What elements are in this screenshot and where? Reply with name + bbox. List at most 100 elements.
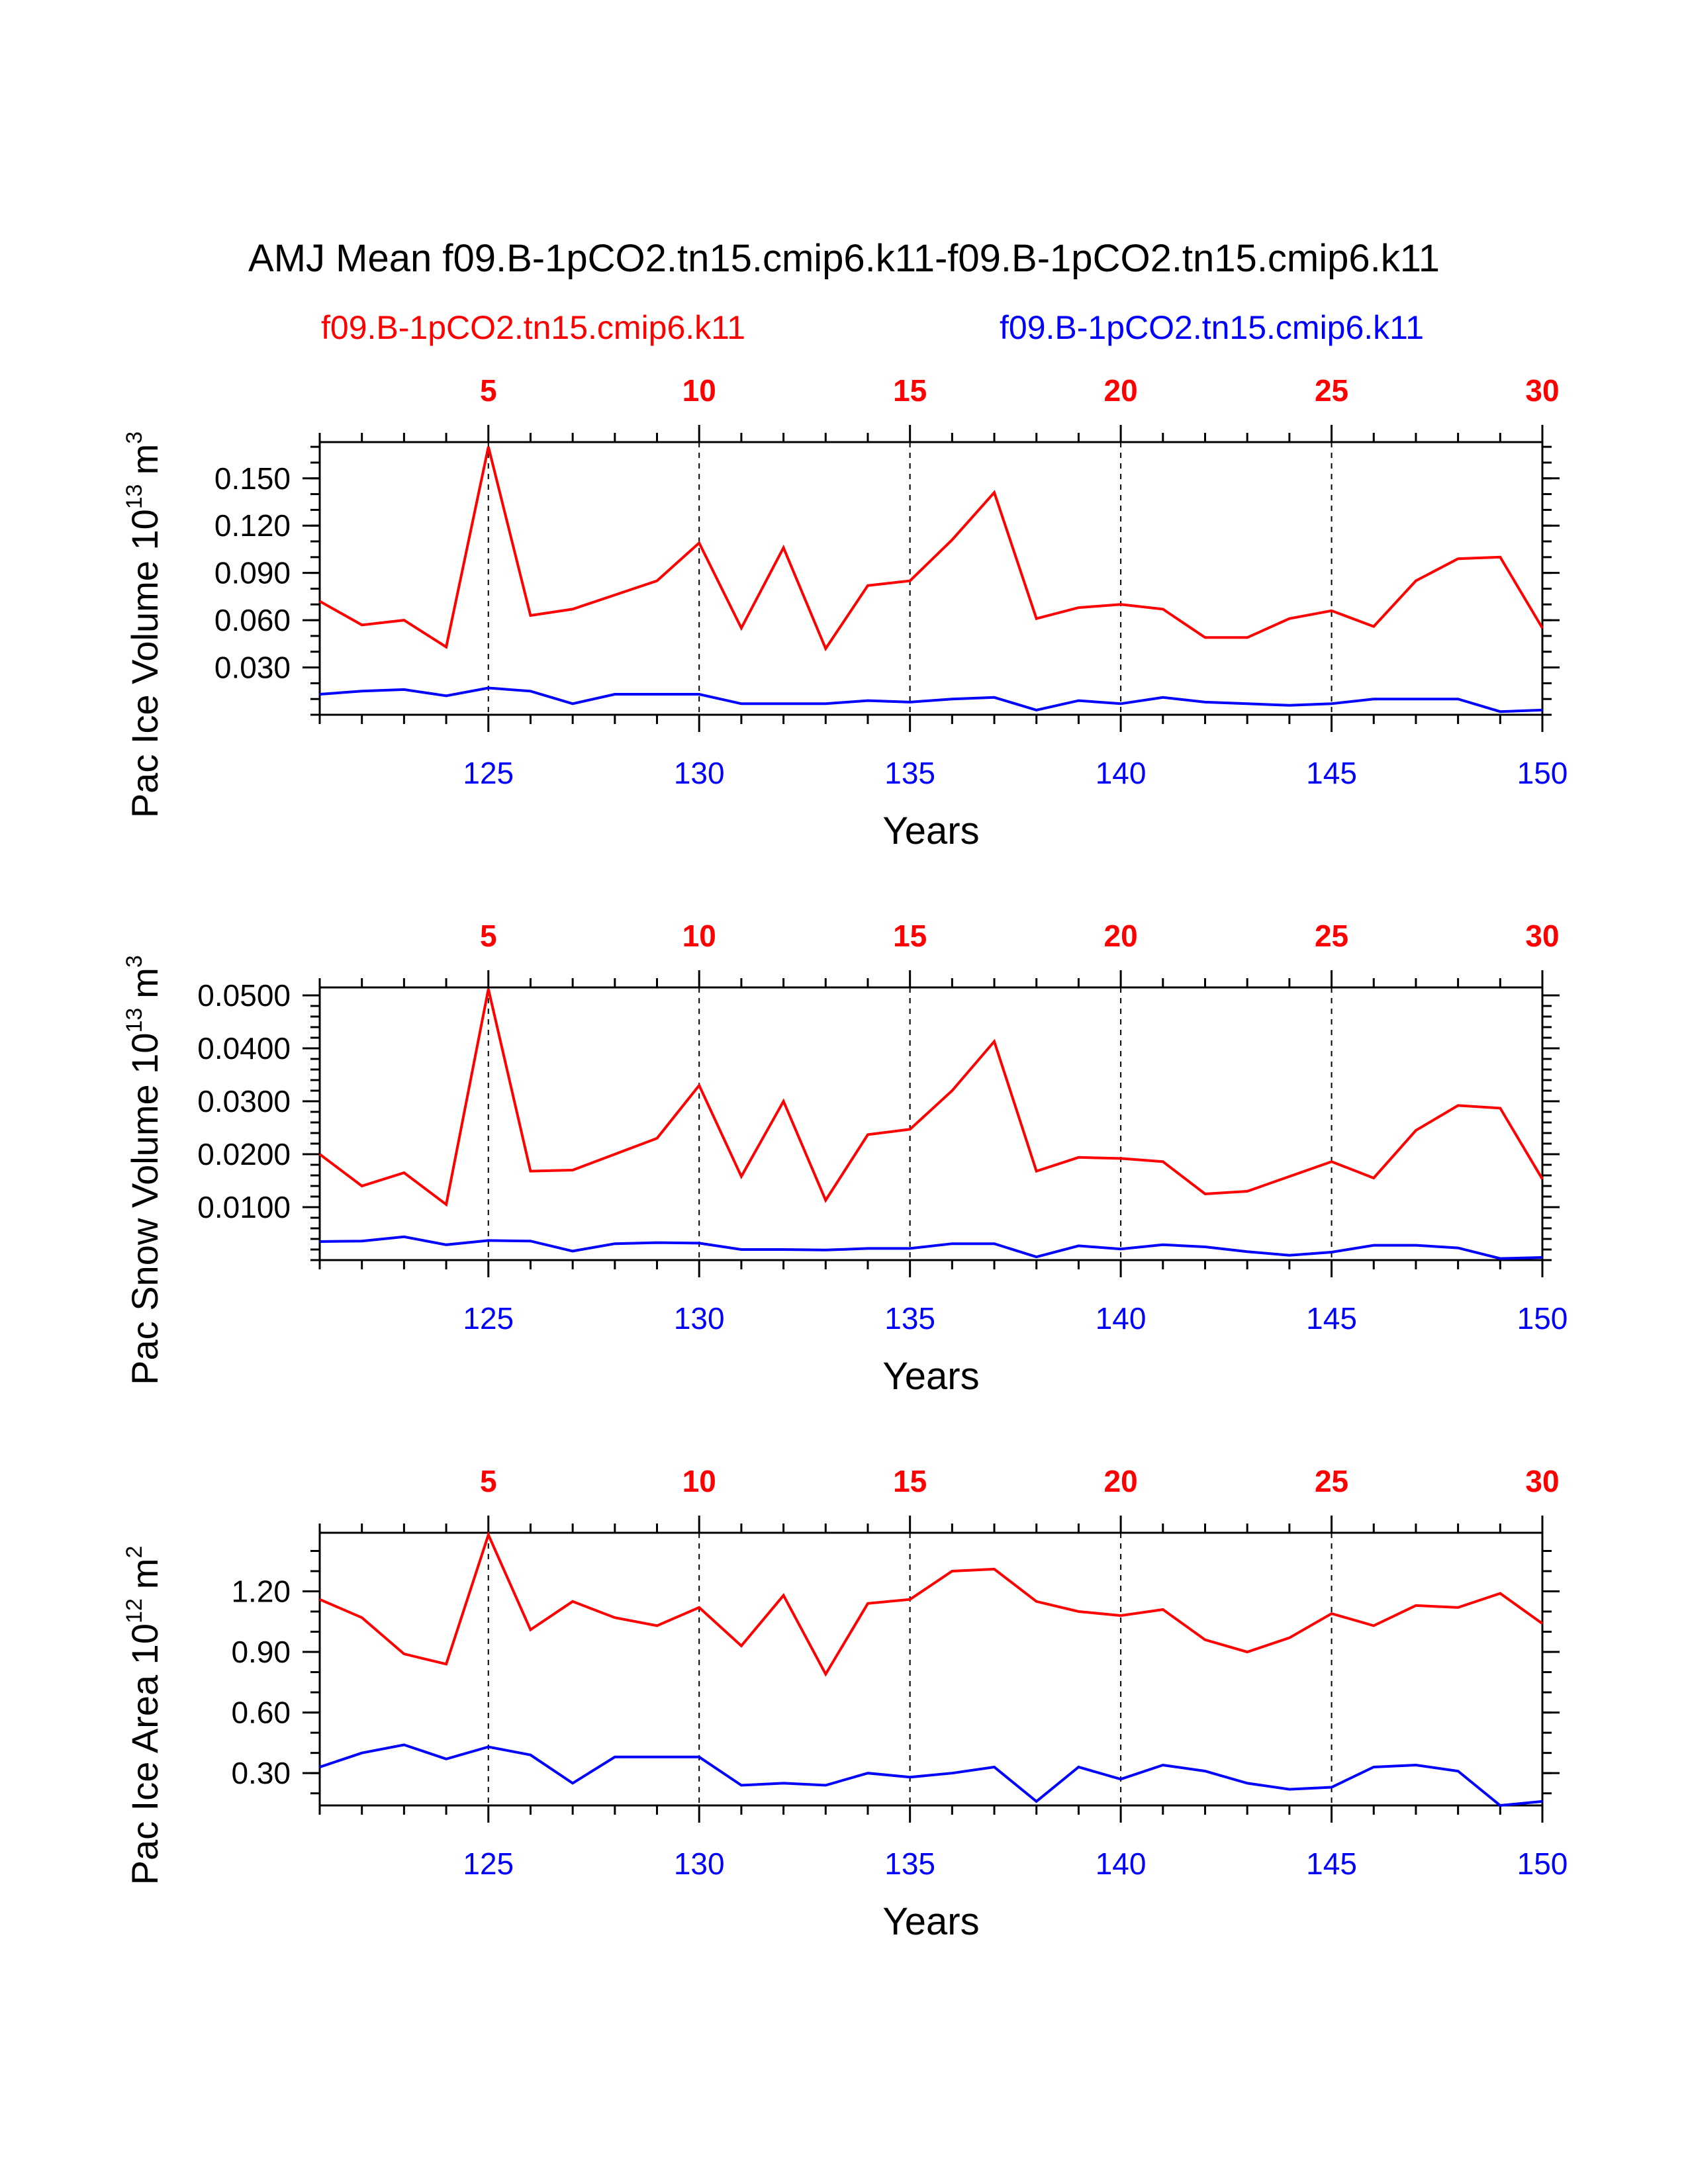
chart-2-xtick-label-top: 15 [893,919,927,953]
chart-3-series-1-point [402,1652,406,1656]
chart-1-series-2-point [1203,700,1207,704]
chart-1-series-2-point [908,700,912,704]
chart-3-xtick-label-top: 5 [480,1464,497,1498]
chart-3-ylabel: Pac Ice Area 1012 m2 [122,1546,165,1886]
chart-3-series-2-point [1035,1799,1039,1803]
chart-2-series-1-point [1161,1160,1165,1163]
chart-3-xtick-label-top: 20 [1104,1464,1138,1498]
chart-1-series-2-point [866,699,870,703]
chart-1-series-2-point [318,692,322,696]
chart-2-ytick-label: 0.0300 [197,1084,291,1118]
chart-2-ytick-label: 0.0200 [197,1137,291,1171]
chart-3-xtick-label-top: 25 [1315,1464,1348,1498]
chart-1-xtick-label-bottom: 140 [1096,756,1147,790]
chart-3-series-1-point [697,1606,701,1610]
chart-3-series-2-point [739,1783,743,1787]
chart-1-series-2-point [823,702,827,705]
chart-1-series-1-point [992,490,996,494]
chart-3-series-2-point [1076,1765,1080,1769]
chart-1-series-1-point [1119,602,1123,606]
chart-3-xtick-label-top: 30 [1525,1464,1559,1498]
chart-3-series-2-point [1456,1769,1460,1773]
chart-1-series-1-point [697,541,701,545]
chart-2-series-1-point [992,1040,996,1044]
chart-1-series-1-point [655,579,659,583]
chart-2-series-2-point [1540,1255,1544,1259]
chart-2-series-1-point [739,1175,743,1179]
chart-1-series-2-point [1288,704,1291,707]
chart-2-series-1-point [823,1199,827,1203]
chart-3-series-2-point [487,1745,491,1749]
chart-2-series-1-point [1372,1176,1376,1180]
chart-2-series-1-line [318,988,1544,1207]
chart-2-series-1-point [318,1152,322,1156]
chart-3-series-1-point [528,1627,532,1631]
chart-2-series-2-point [1498,1257,1502,1261]
chart-3-ylabel-unit-exponent: 2 [122,1546,147,1559]
chart-1-series-2-point [782,702,786,705]
chart-3-series-2-point [697,1755,701,1759]
chart-3-series-1-point [782,1594,786,1598]
chart-2-series-2-point [1035,1255,1039,1259]
chart-1-series-1-point [866,584,870,588]
chart-1-series-2-point [402,688,406,692]
chart-1-series-1-point [571,607,575,611]
chart-2-series-1-point [1203,1192,1207,1196]
chart-3-series-1-point [739,1644,743,1648]
chart-3-series-2-point [782,1781,786,1785]
chart-1-series-1-point [1076,606,1080,610]
chart-3-series-2-point [318,1765,322,1769]
chart-3-ylabel-text: Pac Ice Area 10 [124,1623,165,1885]
chart-2-xtick-label-bottom: 145 [1306,1301,1357,1336]
chart-3-series-2-point [950,1771,954,1775]
chart-2-series-2-point [1245,1250,1249,1253]
chart-2-series-2-point [1288,1253,1291,1257]
chart-3-xtick-label-bottom: 135 [884,1846,935,1881]
chart-2-xtick-label-bottom: 150 [1517,1301,1568,1336]
chart-3-ytick-label: 0.30 [231,1756,291,1790]
chart-panel-2: 125 130 135 140 145 150 5 10 15 20 25 30 0.0100 0.020… [122,919,1568,1398]
chart-3-xlabel: Years [882,1900,979,1943]
chart-2-series-2-point [1203,1245,1207,1249]
chart-2-series-1-point [782,1099,786,1103]
chart-1-series-2-line [319,686,1543,713]
chart-2-series-2-point [402,1235,406,1239]
chart-1-ylabel-unit-exponent: 3 [122,432,147,444]
chart-3-series-2-point [528,1753,532,1757]
chart-2-series-2-point [528,1239,532,1243]
chart-2-series-1-point [528,1169,532,1173]
chart-2-series-2-point [908,1246,912,1250]
chart-1-series-2-point [1161,696,1165,700]
chart-1-ylabel-unit: m [124,444,165,475]
chart-1-xtick-label-top: 20 [1104,373,1138,408]
chart-2-series-1-point [697,1083,701,1087]
chart-2-xtick-label-bottom: 140 [1096,1301,1147,1336]
chart-3-series-2-point [1498,1803,1502,1807]
chart-1-series-2-point [613,692,617,696]
chart-2-series-2-point [318,1240,322,1244]
chart-2-ylabel-text: Pac Snow Volume 10 [124,1033,165,1385]
chart-1-series-2-point [1330,702,1334,705]
chart-1-series-2-point [1498,709,1502,713]
chart-1-series-1-line [319,446,1544,652]
chart-2-ylabel-unit-exponent: 3 [122,955,147,968]
chart-3-series-1-point [444,1662,448,1666]
chart-1-xtick-label-top: 10 [682,373,716,408]
chart-1-series-2-point [1372,697,1376,701]
chart-2-xtick-label-top: 5 [480,919,497,953]
chart-1-series-2-point [655,692,659,696]
chart-1-xtick-label-top: 5 [480,373,497,408]
chart-1-series-1-point [1372,625,1376,629]
chart-1-series-1-point [1414,579,1418,583]
chart-1-series-1-point [528,614,532,617]
chart-1-series-1-point [1288,617,1291,621]
chart-3-ylabel-exponent: 12 [122,1598,147,1623]
chart-2-series-2-point [782,1248,786,1251]
chart-3-series-1-point [487,1533,491,1537]
chart-1-series-1-point [613,593,617,597]
chart-1-series-1-point [739,626,743,630]
chart-2-series-2-point [613,1242,617,1246]
chart-1-series-1-point [908,579,912,583]
chart-2-series-1-point [655,1136,659,1140]
